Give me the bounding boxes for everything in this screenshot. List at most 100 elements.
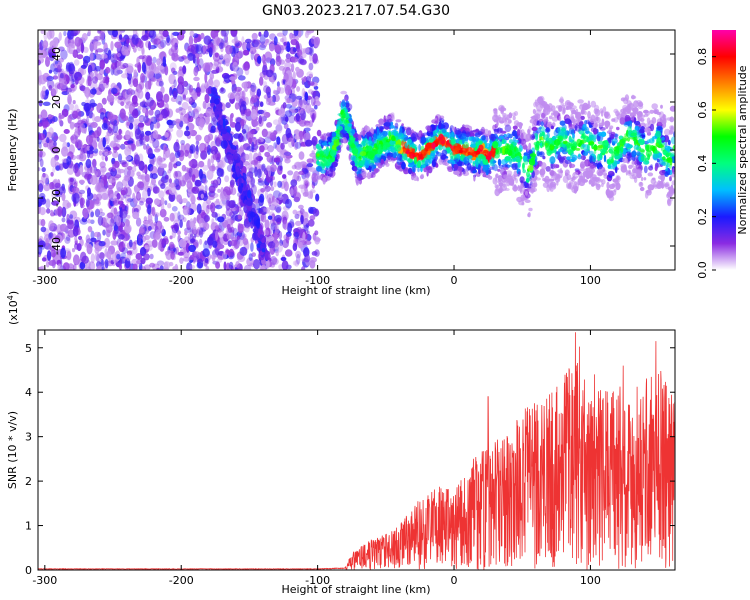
spectrogram-cell	[90, 121, 98, 128]
spectrogram-cell	[171, 206, 178, 212]
spectrogram-cell	[96, 265, 102, 270]
spectrogram-cell	[257, 180, 266, 186]
spectrogram-cell	[202, 62, 211, 73]
spectrogram-cell	[185, 97, 192, 102]
spectrogram-cell	[265, 38, 269, 44]
spectrogram-cell	[248, 152, 253, 163]
spectrogram-cell	[178, 100, 182, 106]
spectrogram-cell	[390, 121, 394, 126]
spectrogram-cell	[264, 51, 273, 62]
spectrogram-cell	[77, 76, 85, 85]
spectrogram-cell	[298, 184, 307, 189]
spectrogram-cell	[49, 232, 53, 238]
spectrogram-cell	[304, 123, 313, 128]
spectrogram-cell	[233, 133, 241, 139]
spectrogram-cell	[123, 186, 128, 195]
spectrogram-cell	[109, 175, 116, 183]
spectrogram-cell	[86, 145, 91, 151]
spectrogram-cell	[274, 214, 283, 223]
spectrogram-cell	[186, 262, 193, 270]
spectrogram-cell	[38, 201, 42, 207]
spectrogram-cell	[118, 264, 123, 270]
spectrogram-cell	[69, 214, 74, 220]
spectrogram-cell	[422, 132, 429, 136]
spectrogram-cell	[125, 158, 130, 168]
spectrogram-cell	[198, 168, 203, 179]
spectrogram-cell	[99, 187, 108, 197]
spectrogram-cell	[436, 151, 439, 155]
spectrogram-cell	[266, 91, 271, 99]
spectrogram-cell	[50, 157, 57, 168]
spectrogram-cell	[74, 139, 83, 149]
spectrogram-cell	[664, 183, 669, 188]
spectrogram-cell	[259, 193, 265, 203]
spectrogram-cell	[309, 190, 314, 200]
spectrogram-cell	[266, 131, 273, 139]
spectrogram-cell	[73, 163, 79, 174]
spectrogram-cell	[156, 75, 162, 81]
spectrogram-cell	[259, 34, 266, 45]
spectrogram-cell	[536, 120, 542, 126]
spectrogram-cell	[264, 185, 271, 192]
spectrogram-cell	[220, 53, 224, 59]
spectrogram-cell	[116, 253, 121, 260]
spectrogram-cell	[53, 135, 59, 140]
spectrogram-cell	[179, 257, 184, 265]
spectrogram-cell	[107, 111, 113, 120]
spectrogram-cell	[241, 81, 249, 89]
spectrogram-cell	[276, 86, 281, 93]
spectrogram-cell	[630, 132, 637, 137]
spectrogram-cell	[283, 234, 291, 241]
spectrogram-cell	[614, 165, 618, 174]
spectrogram-cell	[50, 146, 55, 152]
spectrogram-cell	[210, 202, 216, 214]
spectrogram-cell	[156, 91, 163, 102]
spectrogram-cell	[238, 176, 242, 187]
spectrogram-cell	[205, 108, 213, 118]
spectrogram-cell	[41, 117, 49, 128]
spectrogram-cell	[61, 192, 66, 202]
spectrogram-cell	[482, 165, 488, 171]
spectrogram-cell	[316, 129, 322, 137]
spectrogram-cell	[153, 38, 161, 45]
spectrogram-cell	[211, 163, 215, 174]
spectrogram-cell	[265, 227, 271, 238]
spectrogram-cell	[426, 165, 432, 171]
spectrogram-cell	[205, 87, 213, 95]
spectrogram-cell	[305, 75, 312, 83]
spectrogram-cell	[168, 123, 174, 129]
spectrogram-cell	[548, 178, 555, 182]
spectrogram-cell	[38, 219, 43, 226]
spectrogram-cell	[650, 164, 653, 168]
spectrogram-cell	[73, 254, 80, 266]
spectrogram-cell	[256, 155, 263, 162]
spectrogram-cell	[431, 159, 436, 168]
spectrogram-cell	[261, 143, 269, 151]
spectrogram-cell	[72, 100, 76, 105]
spectrogram-cell	[204, 240, 208, 246]
spectrogram-cell	[660, 136, 665, 141]
spectrogram-cell	[77, 115, 82, 123]
spectrogram-cell	[54, 191, 59, 198]
spectrogram-cell	[303, 127, 311, 132]
spectrogram-cell	[600, 131, 607, 137]
spectrogram-cell	[60, 223, 68, 232]
spectrogram-cell	[151, 173, 158, 180]
spectrogram-cell	[563, 130, 568, 139]
spectrogram-cell	[134, 204, 142, 212]
spectrogram-cell	[562, 155, 567, 160]
spectrogram-cell	[590, 168, 595, 174]
spectrogram-cell	[164, 146, 169, 151]
spectrogram-cell	[285, 231, 292, 237]
spectrogram-cell	[595, 159, 602, 165]
spectrogram-cell	[79, 123, 86, 132]
spectrogram-cell	[189, 218, 194, 228]
spectrogram-cell	[144, 130, 152, 136]
spectrogram-cell	[106, 212, 114, 219]
spectrogram-cell	[501, 115, 508, 123]
spectrogram-cell	[60, 49, 68, 60]
spectrogram-cell	[523, 152, 529, 157]
spectrogram-cell	[79, 261, 86, 270]
spectrogram-cell	[251, 32, 258, 40]
spectrogram-cell	[283, 151, 292, 156]
